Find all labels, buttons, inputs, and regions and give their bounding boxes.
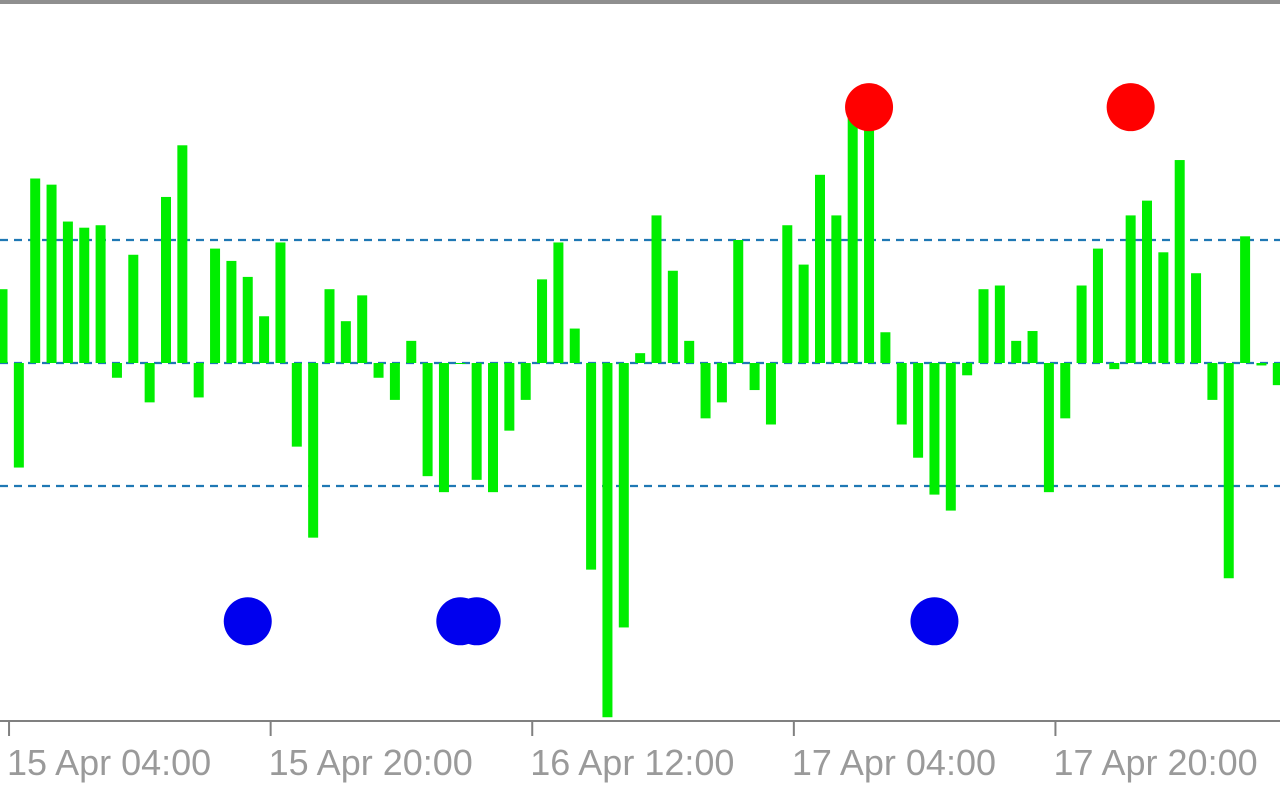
histogram-bar-15 — [242, 276, 253, 363]
histogram-bar-36 — [586, 363, 597, 570]
histogram-bar-4 — [62, 221, 73, 363]
histogram-bar-34 — [553, 242, 564, 363]
histogram-bar-76 — [1240, 236, 1251, 363]
histogram-bar-39 — [635, 353, 646, 363]
histogram-bar-64 — [1043, 363, 1054, 493]
histogram-bar-51 — [831, 215, 842, 363]
histogram-bar-25 — [406, 340, 417, 363]
histogram-bar-27 — [438, 363, 449, 493]
histogram-bar-8 — [128, 254, 139, 363]
histogram-bar-67 — [1092, 248, 1103, 363]
histogram-bar-55 — [896, 363, 907, 425]
histogram-bar-42 — [684, 340, 695, 363]
x-tick-label-2: 15 Apr 20:00 — [269, 742, 473, 783]
x-tick-label-1: 15 Apr 04:00 — [7, 742, 211, 783]
histogram-bar-38 — [618, 363, 629, 628]
histogram-bar-9 — [144, 363, 155, 403]
histogram-bar-3 — [46, 184, 57, 363]
histogram-bar-6 — [95, 225, 106, 363]
histogram-bar-63 — [1027, 331, 1038, 363]
histogram-bar-23 — [373, 363, 384, 378]
histogram-bar-44 — [716, 363, 727, 403]
histogram-bar-29 — [471, 363, 482, 480]
histogram-bar-45 — [733, 240, 744, 363]
histogram-bar-32 — [520, 363, 531, 400]
histogram-bar-50 — [815, 174, 825, 363]
histogram-bar-74 — [1207, 363, 1218, 400]
histogram-bar-21 — [340, 321, 351, 363]
signal-marker-0 — [223, 597, 272, 646]
histogram-bar-41 — [667, 270, 678, 363]
histogram-bar-26 — [422, 363, 433, 477]
histogram-bar-75 — [1223, 363, 1234, 579]
histogram-bar-31 — [504, 363, 515, 431]
histogram-bar-78 — [1272, 363, 1280, 386]
histogram-bar-71 — [1158, 252, 1169, 363]
histogram-bar-14 — [226, 260, 237, 363]
histogram-bar-30 — [488, 363, 498, 493]
histogram-bar-70 — [1142, 200, 1152, 363]
histogram-bar-53 — [864, 120, 875, 363]
histogram-bar-7 — [111, 363, 122, 378]
histogram-bar-66 — [1076, 285, 1087, 363]
histogram-bar-61 — [994, 285, 1005, 363]
histogram-bar-58 — [945, 363, 956, 511]
histogram-bar-43 — [700, 363, 711, 419]
histogram-bar-46 — [749, 363, 760, 391]
histogram-bar-57 — [929, 363, 940, 495]
histogram-bar-40 — [651, 215, 662, 363]
x-tick-label-4: 17 Apr 04:00 — [792, 742, 996, 783]
histogram-bar-24 — [389, 363, 400, 400]
histogram-bar-56 — [913, 363, 924, 458]
histogram-bar-68 — [1109, 363, 1120, 370]
histogram-bar-72 — [1174, 160, 1185, 363]
histogram-bar-5 — [79, 227, 90, 363]
signal-marker-4 — [845, 83, 894, 132]
histogram-bar-49 — [798, 264, 809, 363]
histogram-bar-19 — [308, 363, 319, 538]
chart-top-border — [0, 0, 1280, 4]
signal-marker-5 — [1106, 83, 1155, 132]
histogram-bar-1 — [13, 363, 24, 468]
histogram-bar-2 — [30, 178, 41, 363]
histogram-bar-62 — [1011, 340, 1022, 363]
histogram-bar-13 — [210, 248, 221, 363]
signal-markers — [223, 83, 1155, 646]
histogram-bar-0 — [0, 289, 8, 363]
histogram-bar-59 — [962, 363, 973, 376]
histogram-bar-16 — [259, 316, 270, 363]
histogram-bar-17 — [275, 242, 286, 363]
histogram-bar-11 — [177, 145, 188, 363]
histogram-bar-52 — [847, 117, 858, 363]
histogram-bar-18 — [291, 363, 302, 447]
histogram-bar-37 — [602, 363, 613, 718]
histogram-bar-20 — [324, 289, 335, 363]
histogram-bar-69 — [1125, 215, 1136, 363]
x-tick-label-3: 16 Apr 12:00 — [530, 742, 734, 783]
signal-marker-2 — [452, 597, 501, 646]
histogram-bar-47 — [765, 363, 776, 425]
histogram-bar-35 — [569, 328, 580, 363]
histogram-bar-77 — [1256, 363, 1267, 366]
histogram-bar-65 — [1060, 363, 1071, 419]
histogram-bar-33 — [537, 279, 548, 363]
histogram-bar-12 — [193, 363, 204, 398]
histogram-bars — [0, 117, 1280, 718]
histogram-bar-54 — [880, 332, 891, 363]
signal-marker-3 — [910, 597, 959, 646]
histogram-bar-10 — [161, 196, 171, 363]
histogram-bar-28 — [455, 363, 466, 364]
histogram-bar-48 — [782, 225, 793, 363]
x-tick-label-5: 17 Apr 20:00 — [1053, 742, 1257, 783]
histogram-bar-73 — [1191, 273, 1202, 363]
histogram-bar-60 — [978, 289, 989, 363]
histogram-bar-22 — [357, 295, 368, 363]
